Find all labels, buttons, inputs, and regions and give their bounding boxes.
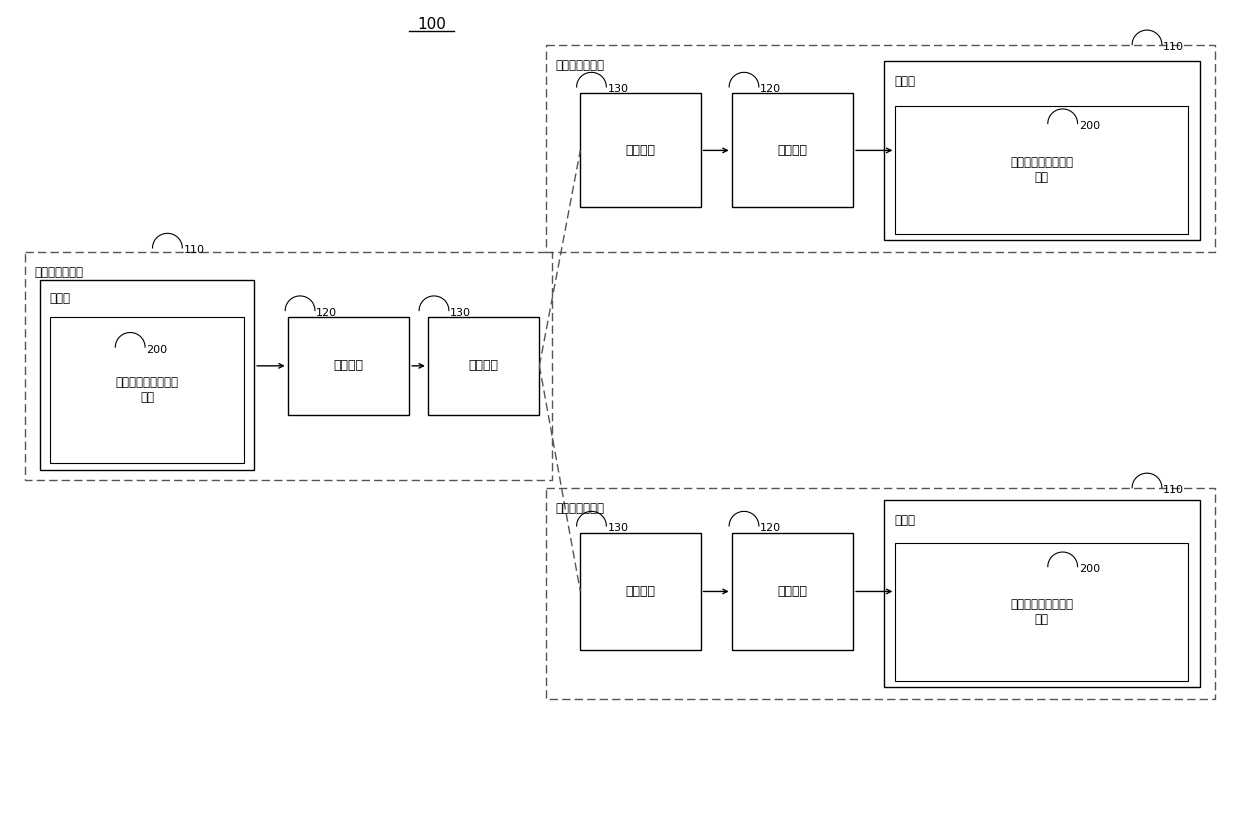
Text: 室内机的控制器: 室内机的控制器 <box>556 59 605 72</box>
Bar <box>895 106 1188 234</box>
Text: 200: 200 <box>1079 564 1100 574</box>
Text: 110: 110 <box>1163 485 1184 495</box>
Text: 多联机内机在线检测
装置: 多联机内机在线检测 装置 <box>1011 598 1073 626</box>
Bar <box>580 93 701 207</box>
Text: 处理芯片: 处理芯片 <box>334 359 363 372</box>
Bar <box>580 533 701 650</box>
Text: 通信模块: 通信模块 <box>469 359 498 372</box>
Bar <box>884 500 1200 687</box>
Text: 多联机内机在线检测
装置: 多联机内机在线检测 装置 <box>115 376 179 404</box>
Text: 室内机的控制器: 室内机的控制器 <box>556 502 605 515</box>
Text: 多联机内机在线检测
装置: 多联机内机在线检测 装置 <box>1011 156 1073 184</box>
Text: 130: 130 <box>608 524 629 533</box>
Bar <box>895 543 1188 681</box>
Text: 通信模块: 通信模块 <box>625 144 656 157</box>
Bar <box>732 533 853 650</box>
Text: 110: 110 <box>1163 42 1184 52</box>
Text: 存储器: 存储器 <box>50 292 71 305</box>
Bar <box>40 280 254 470</box>
Text: 处理芯片: 处理芯片 <box>777 144 807 157</box>
Bar <box>732 93 853 207</box>
Text: 处理芯片: 处理芯片 <box>777 585 807 598</box>
Text: 120: 120 <box>316 308 337 318</box>
Bar <box>288 317 409 415</box>
Text: 130: 130 <box>608 85 629 94</box>
Text: 200: 200 <box>1079 121 1100 131</box>
Text: 120: 120 <box>760 524 781 533</box>
Text: 130: 130 <box>450 308 471 318</box>
Text: 200: 200 <box>146 345 167 354</box>
Text: 存储器: 存储器 <box>894 75 915 88</box>
Text: 室外机的控制器: 室外机的控制器 <box>35 266 84 279</box>
Bar <box>884 61 1200 240</box>
Bar <box>428 317 539 415</box>
Text: 存储器: 存储器 <box>894 514 915 527</box>
Text: 120: 120 <box>760 85 781 94</box>
Text: 100: 100 <box>417 17 446 32</box>
Text: 110: 110 <box>184 246 205 255</box>
Text: 通信模块: 通信模块 <box>625 585 656 598</box>
Bar <box>50 317 244 463</box>
